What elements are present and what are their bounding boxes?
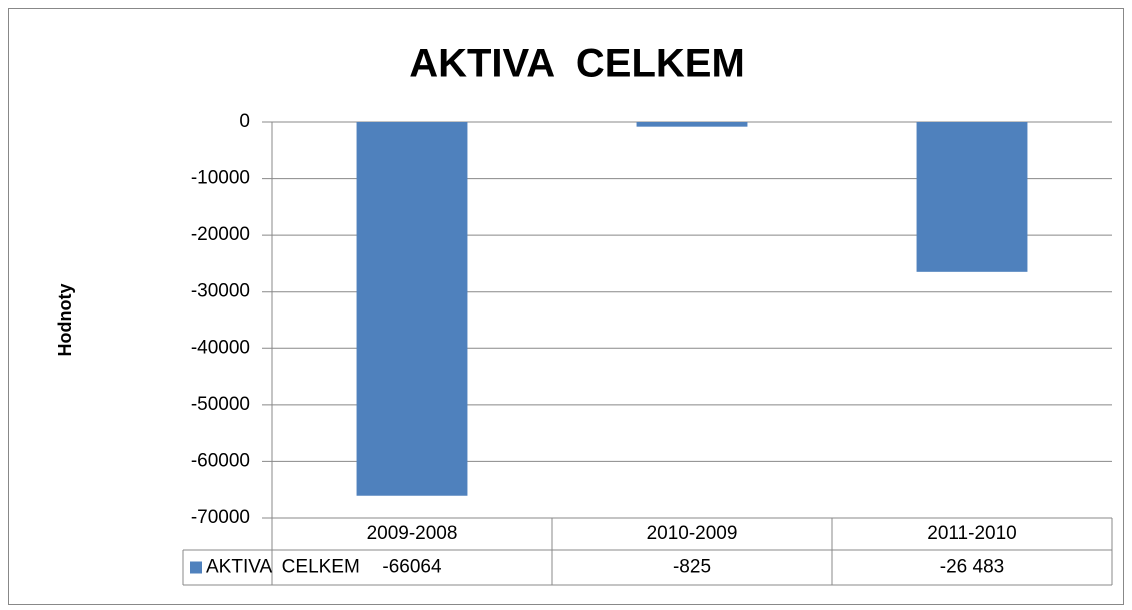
y-tick-label: -50000 <box>191 394 250 415</box>
y-tick-label: -10000 <box>191 168 250 189</box>
table-value: -825 <box>673 557 711 578</box>
y-tick-label: -30000 <box>191 281 250 302</box>
y-tick-label: -60000 <box>191 450 250 471</box>
bar <box>636 122 748 127</box>
y-tick-label: -20000 <box>191 224 250 245</box>
bar <box>916 122 1028 272</box>
bar <box>356 122 468 496</box>
legend-swatch <box>190 561 202 574</box>
x-tick-label: 2010-2009 <box>647 523 738 544</box>
y-axis-label: Hodnoty <box>55 284 75 357</box>
chart-border <box>8 8 1124 605</box>
x-tick-label: 2009-2008 <box>367 523 458 544</box>
table-value: -26 483 <box>940 557 1004 578</box>
y-tick-label: -70000 <box>191 507 250 528</box>
x-tick-label: 2011-2010 <box>927 523 1016 544</box>
chart-title: AKTIVA CELKEM <box>409 42 745 86</box>
y-tick-label: 0 <box>239 111 250 132</box>
y-tick-label: -40000 <box>191 337 250 358</box>
legend-label: AKTIVA CELKEM <box>206 557 360 578</box>
table-value: -66064 <box>382 557 442 578</box>
